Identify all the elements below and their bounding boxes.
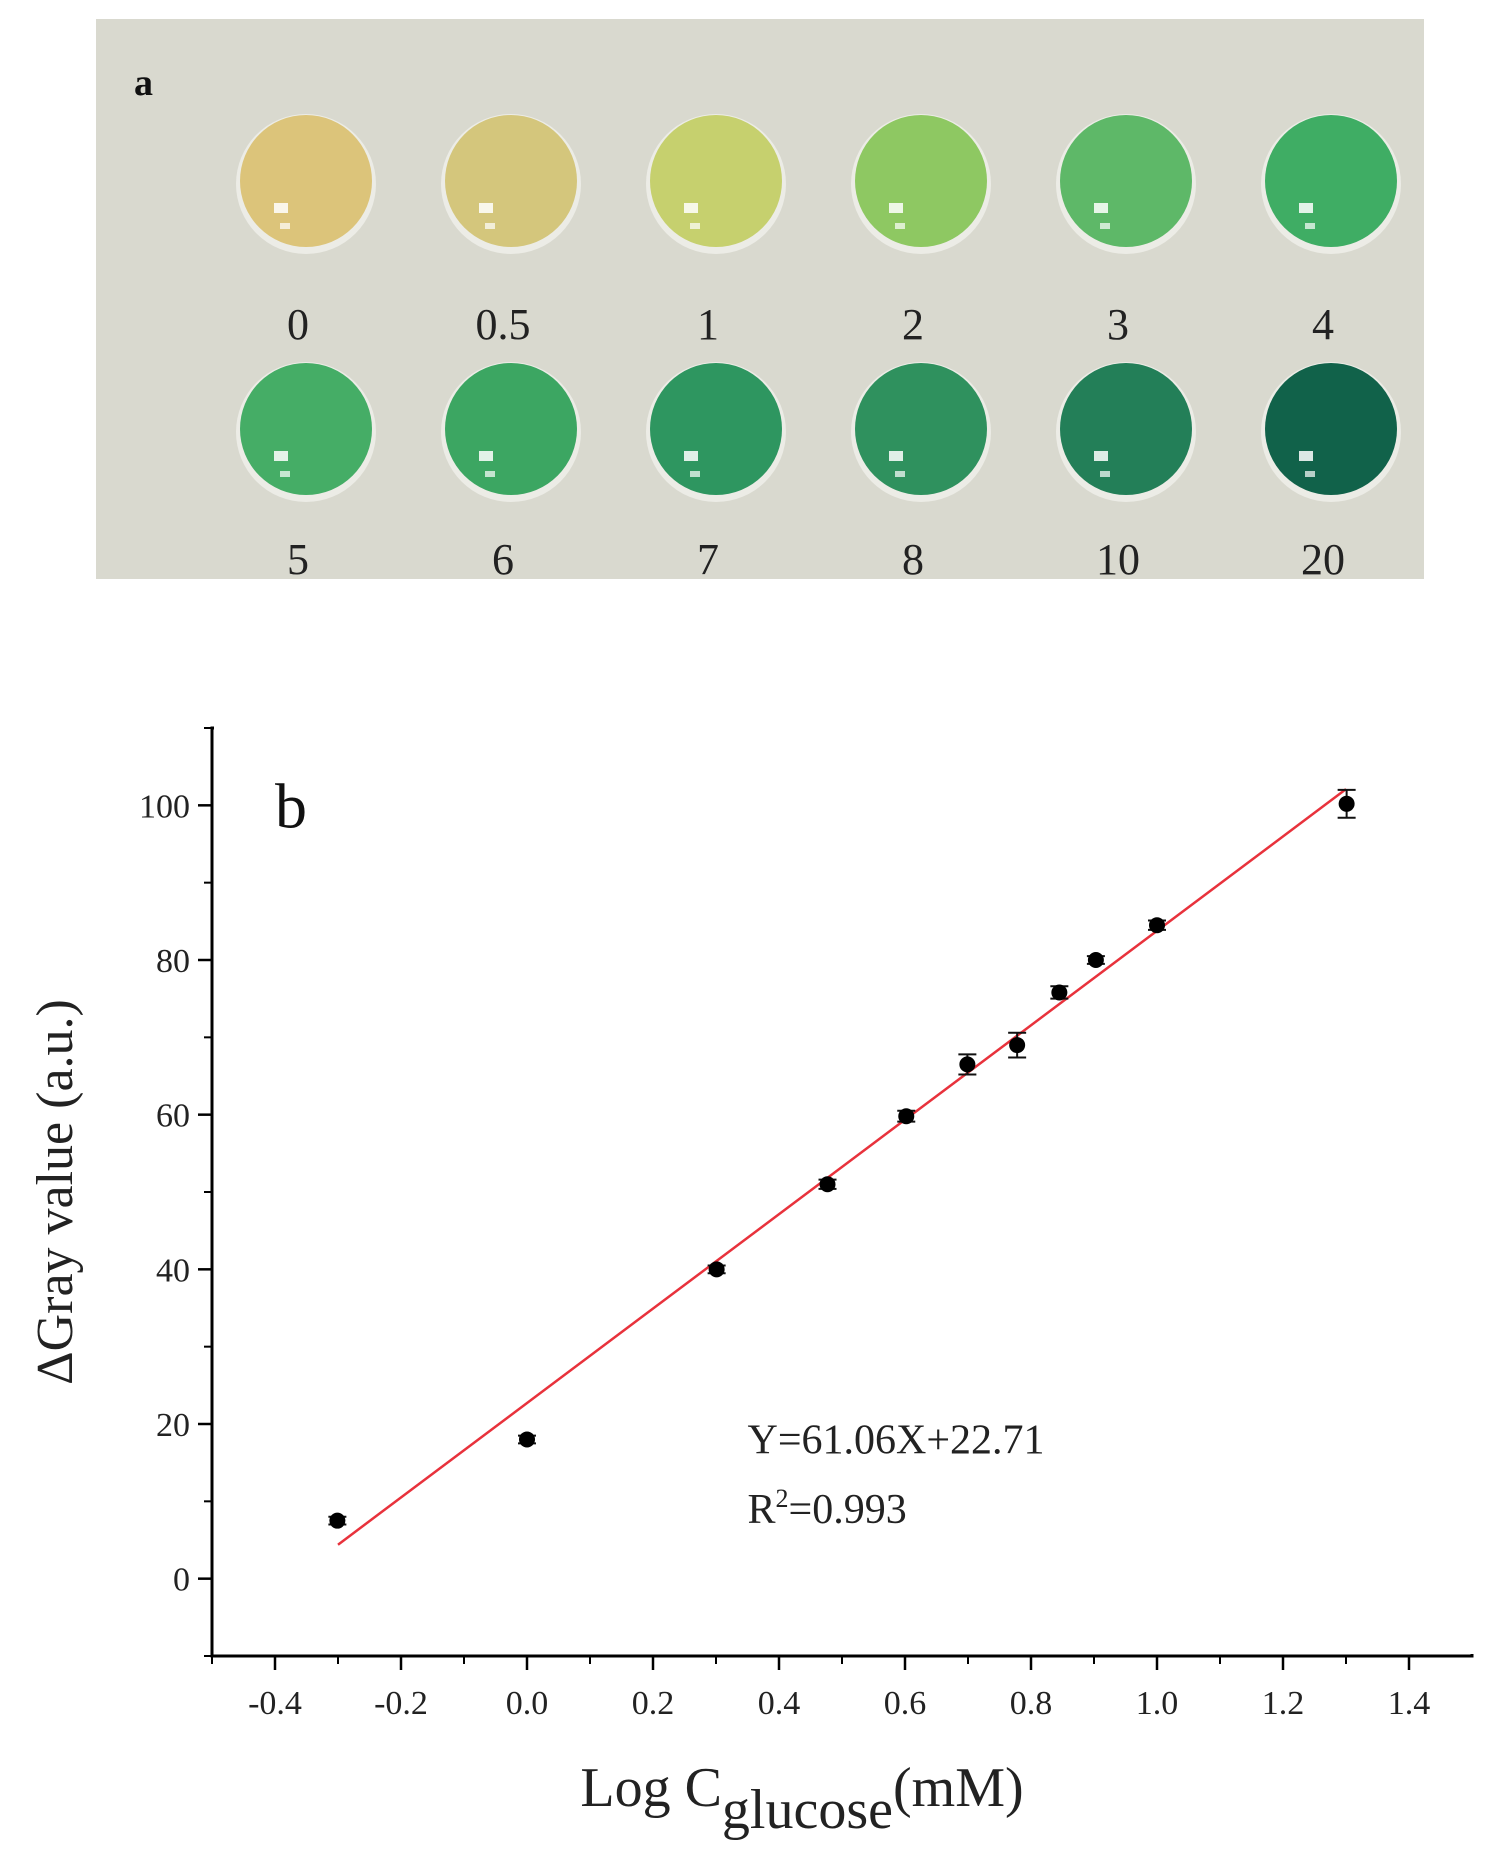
well-label: 0 xyxy=(287,300,309,349)
x-axis-label: Log Cglucose(mM) xyxy=(580,1757,1023,1841)
well-label: 3 xyxy=(1107,300,1129,349)
data-point xyxy=(819,1176,836,1193)
well-highlight xyxy=(280,471,290,477)
x-tick-label: 0.0 xyxy=(506,1685,549,1722)
well-highlight xyxy=(1100,471,1110,477)
well-highlight xyxy=(1305,471,1315,477)
panel-a-photo: a 0 0.5 1 2 3 4 5 6 7 8 10 20 xyxy=(96,19,1424,579)
data-point xyxy=(1009,1037,1026,1054)
well-label: 0.5 xyxy=(476,300,531,349)
data-point xyxy=(959,1056,976,1073)
well-6 xyxy=(445,363,577,495)
y-tick-label: 20 xyxy=(156,1407,190,1444)
well-highlight xyxy=(1094,451,1108,461)
y-axis-label: ΔGray value (a.u.) xyxy=(27,999,84,1385)
well-highlight xyxy=(479,451,493,461)
r2-prefix: R xyxy=(748,1487,776,1533)
y-axis-ticks: 0 20 40 60 80 100 xyxy=(139,727,212,1657)
y-tick-label: 40 xyxy=(156,1252,190,1289)
x-tick-label: -0.2 xyxy=(374,1685,428,1722)
well-highlight xyxy=(274,451,288,461)
r-squared: R2=0.993 xyxy=(748,1484,907,1533)
well-highlight xyxy=(889,451,903,461)
x-label-main: Log C xyxy=(580,1757,722,1819)
x-tick-label: 1.2 xyxy=(1262,1685,1305,1722)
well-0 xyxy=(240,115,372,247)
y-tick-label: 100 xyxy=(139,788,190,825)
well-10 xyxy=(1060,363,1192,495)
well-highlight xyxy=(1299,451,1313,461)
x-tick-label: 1.0 xyxy=(1136,1685,1179,1722)
well-label: 10 xyxy=(1096,535,1140,579)
x-tick-label: 0.4 xyxy=(758,1685,801,1722)
data-point xyxy=(1051,984,1068,1001)
well-4 xyxy=(1265,115,1397,247)
well-20 xyxy=(1265,363,1397,495)
fit-equation: Y=61.06X+22.71 xyxy=(748,1417,1045,1463)
r2-superscript: 2 xyxy=(776,1484,789,1513)
data-point xyxy=(519,1431,535,1448)
well-7 xyxy=(650,363,782,495)
well-highlight xyxy=(690,223,700,229)
y-tick-label: 60 xyxy=(156,1098,190,1135)
well-highlight xyxy=(274,203,288,213)
well-1 xyxy=(650,115,782,247)
well-label: 2 xyxy=(902,300,924,349)
data-point xyxy=(1087,952,1104,968)
calibration-chart: -0.4 -0.2 0.0 0.2 0.4 0.6 0.8 1.0 1.2 1.4 0 20 40 60… xyxy=(27,725,1475,1841)
well-highlight xyxy=(485,223,495,229)
well-3 xyxy=(1060,115,1192,247)
well-label: 6 xyxy=(492,535,514,579)
data-point xyxy=(708,1261,725,1278)
data-point xyxy=(1149,917,1165,934)
well-highlight xyxy=(479,203,493,213)
well-highlight xyxy=(280,223,290,229)
well-label: 4 xyxy=(1312,300,1334,349)
well-5 xyxy=(240,363,372,495)
panel-b-label: b xyxy=(275,770,307,841)
well-highlight xyxy=(895,471,905,477)
data-point xyxy=(898,1108,915,1125)
data-point xyxy=(329,1512,346,1529)
well-highlight xyxy=(684,451,698,461)
x-tick-label: 0.8 xyxy=(1010,1685,1053,1722)
y-tick-label: 80 xyxy=(156,943,190,980)
x-axis-ticks: -0.4 -0.2 0.0 0.2 0.4 0.6 0.8 1.0 1.2 1.4 xyxy=(211,1656,1431,1722)
r2-value: =0.993 xyxy=(789,1487,907,1533)
well-highlight xyxy=(889,203,903,213)
sample-wells-photo: a 0 0.5 1 2 3 4 5 6 7 8 10 20 xyxy=(134,62,1401,579)
fit-line xyxy=(337,788,1347,1546)
well-label: 5 xyxy=(287,535,309,579)
x-label-subscript: glucose xyxy=(722,1779,893,1841)
x-tick-label: 1.4 xyxy=(1388,1685,1431,1722)
data-point xyxy=(1338,795,1355,812)
well-2 xyxy=(855,115,987,247)
well-label: 20 xyxy=(1301,535,1345,579)
well-highlight xyxy=(690,471,700,477)
well-highlight xyxy=(684,203,698,213)
x-tick-label: -0.4 xyxy=(248,1685,302,1722)
x-label-unit: (mM) xyxy=(893,1757,1024,1819)
well-highlight xyxy=(895,223,905,229)
well-highlight xyxy=(1094,203,1108,213)
well-label: 8 xyxy=(902,535,924,579)
well-highlight xyxy=(1100,223,1110,229)
wells-group: 0 0.5 1 2 3 4 5 6 7 8 10 20 xyxy=(236,114,1401,579)
y-tick-label: 0 xyxy=(173,1562,190,1599)
well-0.5 xyxy=(445,115,577,247)
data-points xyxy=(328,788,1356,1529)
well-8 xyxy=(855,363,987,495)
well-label: 7 xyxy=(697,535,719,579)
well-label: 1 xyxy=(697,300,719,349)
panel-a-label: a xyxy=(134,62,153,104)
x-tick-label: 0.6 xyxy=(884,1685,927,1722)
well-highlight xyxy=(1305,223,1315,229)
well-highlight xyxy=(485,471,495,477)
panel-b-chart: -0.4 -0.2 0.0 0.2 0.4 0.6 0.8 1.0 1.2 1.4 0 20 40 60… xyxy=(0,620,1506,1852)
well-highlight xyxy=(1299,203,1313,213)
x-tick-label: 0.2 xyxy=(632,1685,675,1722)
